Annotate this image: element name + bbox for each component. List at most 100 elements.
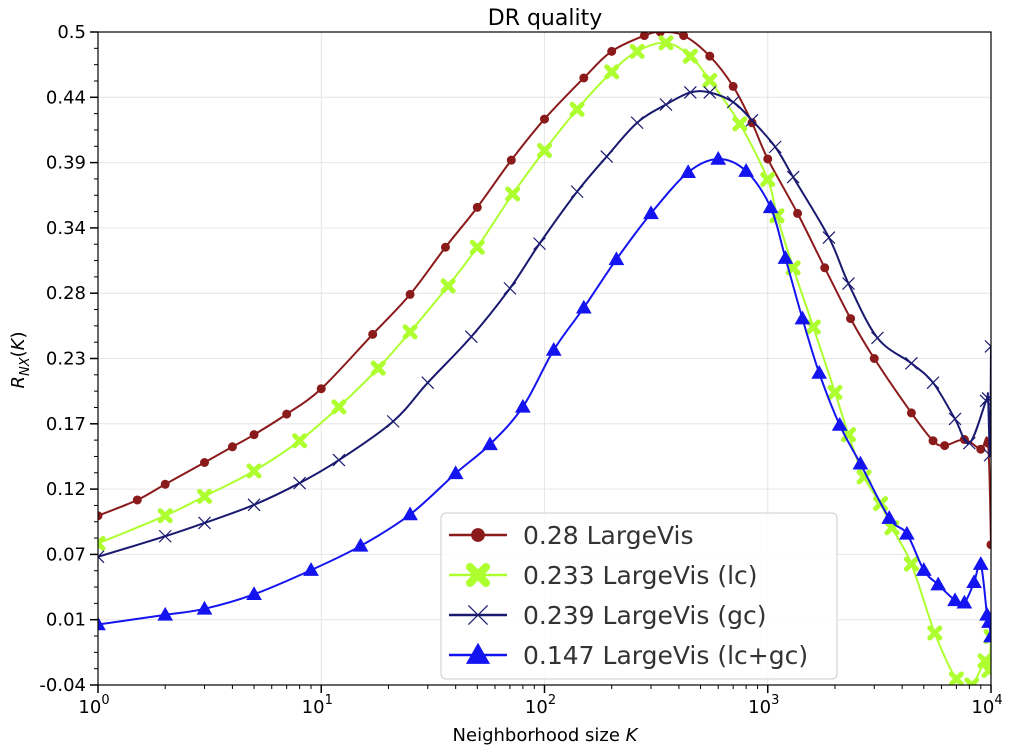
data-point (926, 376, 940, 390)
data-point (683, 86, 697, 99)
y-axis-label: RNX(K) (8, 331, 33, 388)
data-point (760, 172, 776, 188)
data-point (316, 384, 326, 394)
series-1 (98, 35, 991, 685)
data-point (703, 86, 717, 99)
data-point (292, 433, 308, 449)
data-point (515, 398, 531, 413)
data-point (777, 250, 794, 264)
legend-marker (465, 642, 491, 664)
data-point (831, 417, 848, 431)
data-point (747, 118, 757, 128)
data-point (705, 51, 715, 61)
data-point (682, 48, 698, 64)
data-point (871, 331, 884, 345)
data-point (906, 408, 916, 418)
y-tick-label: 0.23 (46, 349, 86, 370)
series-3 (98, 150, 991, 643)
data-point (881, 510, 898, 524)
data-point (820, 263, 830, 273)
data-point (948, 671, 964, 685)
data-point (852, 455, 869, 470)
data-point (247, 498, 261, 512)
data-point (762, 199, 779, 214)
data-point (948, 412, 962, 426)
data-point (282, 409, 292, 419)
data-point (331, 399, 347, 415)
data-point (464, 330, 478, 344)
y-tick-label: 0.07 (46, 544, 86, 565)
data-point (964, 677, 980, 685)
data-point (977, 653, 991, 669)
data-point (827, 384, 843, 400)
data-point (575, 299, 592, 314)
x-tick-label: 103 (748, 693, 779, 718)
data-point (726, 95, 740, 109)
data-point (98, 536, 106, 552)
data-point (962, 436, 976, 450)
data-point (303, 562, 319, 576)
data-point (421, 376, 435, 390)
legend-marker (466, 563, 490, 587)
data-point (503, 281, 517, 295)
data-point (608, 251, 625, 266)
data-point (842, 277, 855, 290)
data-point (981, 391, 991, 405)
data-point (352, 537, 369, 552)
data-point (196, 600, 213, 615)
data-point (447, 465, 464, 480)
data-point (386, 414, 400, 428)
data-point (506, 155, 516, 165)
data-point (786, 170, 800, 184)
data-point (332, 453, 346, 467)
data-point (639, 32, 649, 41)
data-point (440, 242, 450, 252)
data-point (469, 239, 485, 255)
data-point (545, 342, 562, 356)
data-point (940, 441, 950, 451)
x-tick-label: 101 (302, 693, 333, 718)
data-point (246, 463, 262, 479)
data-point (903, 556, 919, 572)
data-point (98, 616, 106, 631)
y-tick-label: 0.44 (46, 87, 86, 108)
data-point (402, 506, 418, 521)
chart-title: DR quality (488, 6, 602, 31)
data-point (805, 319, 821, 335)
data-point (659, 98, 673, 111)
data-point (658, 35, 674, 51)
data-point (930, 576, 947, 591)
data-point (249, 430, 259, 440)
data-point (98, 511, 103, 521)
y-tick-label: 0.17 (46, 414, 86, 435)
data-point (927, 625, 943, 641)
data-point (680, 164, 697, 179)
y-tick-label: 0.39 (46, 153, 86, 174)
data-point (976, 444, 986, 454)
data-point (630, 116, 644, 130)
x-tick-label: 104 (971, 693, 1002, 718)
data-point (956, 594, 973, 609)
data-point (915, 562, 932, 576)
data-point (983, 628, 991, 643)
data-point (160, 479, 170, 489)
data-point (157, 508, 173, 524)
data-point (98, 550, 105, 564)
data-point (246, 586, 262, 601)
data-point (132, 495, 142, 505)
data-point (984, 339, 991, 353)
data-point (899, 525, 915, 540)
axes: 0.5 0.44 0.39 0.34 0.28 0.23 0.17 0.12 0.07 0.01 -… (39, 22, 1002, 718)
data-point (846, 314, 856, 324)
y-tick-label: 0.12 (46, 479, 86, 500)
y-tick-label: -0.04 (39, 675, 86, 696)
data-point (811, 365, 828, 379)
plot-frame (97, 31, 992, 686)
data-point (402, 324, 418, 340)
data-point (405, 289, 415, 299)
data-point (200, 457, 210, 467)
data-point (604, 64, 620, 80)
data-point (293, 476, 307, 490)
data-point (440, 278, 456, 294)
